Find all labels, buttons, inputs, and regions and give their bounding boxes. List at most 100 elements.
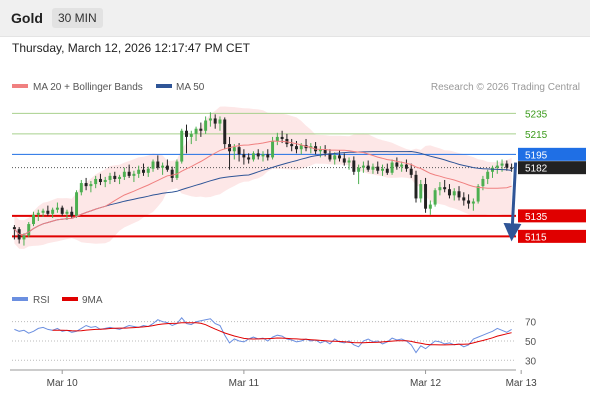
candle bbox=[70, 206, 74, 218]
candle bbox=[404, 159, 408, 172]
candle bbox=[151, 159, 155, 172]
candle-body bbox=[151, 161, 155, 169]
level-label-5182-box bbox=[518, 161, 586, 175]
candle-body bbox=[12, 227, 16, 230]
legend-rsi-label: RSI bbox=[33, 295, 50, 306]
rsi-tick-30: 30 bbox=[525, 356, 537, 367]
candle bbox=[357, 164, 361, 185]
legend-9ma-label: 9MA bbox=[82, 295, 103, 306]
candle-body bbox=[204, 120, 208, 131]
candle-body bbox=[94, 178, 98, 185]
candle-body bbox=[194, 128, 198, 134]
candle bbox=[251, 151, 255, 162]
legend-ma20-label: MA 20 + Bollinger Bands bbox=[33, 82, 143, 93]
candle bbox=[290, 138, 294, 152]
level-label-5135-box bbox=[518, 209, 586, 223]
candle-body bbox=[242, 154, 246, 158]
candle bbox=[261, 151, 265, 162]
rsi-tick-50: 50 bbox=[525, 337, 537, 348]
candle bbox=[165, 159, 169, 172]
candle-body bbox=[51, 209, 55, 214]
candle-body bbox=[251, 153, 255, 160]
candle bbox=[75, 190, 79, 218]
candle-body bbox=[505, 163, 509, 168]
candle-body bbox=[299, 145, 303, 150]
candle-body bbox=[323, 149, 327, 154]
level-label-5195: 5195 bbox=[525, 150, 548, 161]
candle bbox=[180, 128, 184, 164]
level-label-5235: 5235 bbox=[525, 109, 548, 120]
candle-body bbox=[381, 168, 385, 171]
candle bbox=[170, 166, 174, 183]
candle bbox=[352, 156, 356, 175]
candle bbox=[175, 159, 179, 180]
candle-body bbox=[32, 214, 35, 225]
candle bbox=[510, 163, 514, 172]
rsi-line bbox=[14, 317, 512, 354]
candle-body bbox=[371, 166, 375, 170]
candle bbox=[98, 173, 102, 186]
x-tick-label: Mar 10 bbox=[47, 378, 79, 389]
candle bbox=[385, 163, 389, 175]
x-tick-label: Mar 12 bbox=[410, 378, 442, 389]
candle bbox=[237, 143, 241, 162]
candle-body bbox=[146, 168, 150, 173]
candle-body bbox=[237, 147, 241, 155]
symbol-label: Gold bbox=[11, 10, 43, 26]
candle-body bbox=[218, 119, 222, 124]
candle bbox=[60, 205, 64, 216]
candle bbox=[371, 163, 375, 174]
candle bbox=[156, 155, 160, 170]
candle-body bbox=[70, 211, 74, 216]
candle-body bbox=[352, 160, 356, 172]
level-label-5135: 5135 bbox=[525, 212, 548, 223]
candle bbox=[213, 114, 217, 129]
candle-body bbox=[457, 191, 461, 198]
candle-body bbox=[27, 224, 31, 236]
candle-body bbox=[428, 204, 432, 209]
level-label-5115-box bbox=[518, 229, 586, 243]
candle bbox=[27, 222, 31, 238]
candle-body bbox=[419, 184, 423, 199]
timeframe-button[interactable]: 30 MIN bbox=[52, 8, 103, 28]
price-panel: 5235 5215 5195 5182 5135 5115 bbox=[12, 106, 586, 249]
candle-body bbox=[65, 211, 69, 214]
level-label-5215: 5215 bbox=[525, 130, 548, 141]
candle bbox=[438, 182, 442, 196]
candle-body bbox=[462, 197, 466, 201]
candle bbox=[208, 112, 212, 127]
candle bbox=[12, 225, 16, 240]
candle bbox=[103, 176, 107, 188]
candle bbox=[113, 171, 117, 183]
candle bbox=[122, 167, 126, 180]
candle bbox=[161, 162, 165, 175]
candle-body bbox=[491, 167, 494, 172]
candle bbox=[108, 172, 112, 185]
chart-header: Gold 30 MIN bbox=[0, 0, 590, 37]
candle bbox=[294, 141, 298, 154]
candle bbox=[414, 170, 418, 203]
candle-body bbox=[189, 133, 193, 137]
candle-body bbox=[141, 169, 145, 173]
candle bbox=[242, 149, 246, 165]
candle-body bbox=[390, 162, 394, 173]
rsi-panel: 70 50 30 bbox=[12, 317, 537, 367]
candle-body bbox=[395, 162, 399, 167]
candle-body bbox=[127, 171, 131, 176]
forecast-arrow bbox=[503, 162, 522, 242]
candle bbox=[146, 166, 150, 177]
candle bbox=[443, 179, 447, 193]
candle bbox=[127, 164, 131, 178]
candle bbox=[428, 200, 432, 215]
candle-body bbox=[376, 166, 380, 171]
candle bbox=[347, 157, 351, 170]
candle bbox=[424, 177, 428, 213]
candle bbox=[247, 153, 251, 164]
candle bbox=[447, 184, 451, 199]
candle-body bbox=[433, 190, 437, 205]
candle bbox=[400, 161, 404, 172]
candle-body bbox=[347, 160, 351, 163]
candle-body bbox=[108, 175, 112, 180]
candle-body bbox=[185, 130, 188, 137]
candle bbox=[185, 124, 188, 154]
